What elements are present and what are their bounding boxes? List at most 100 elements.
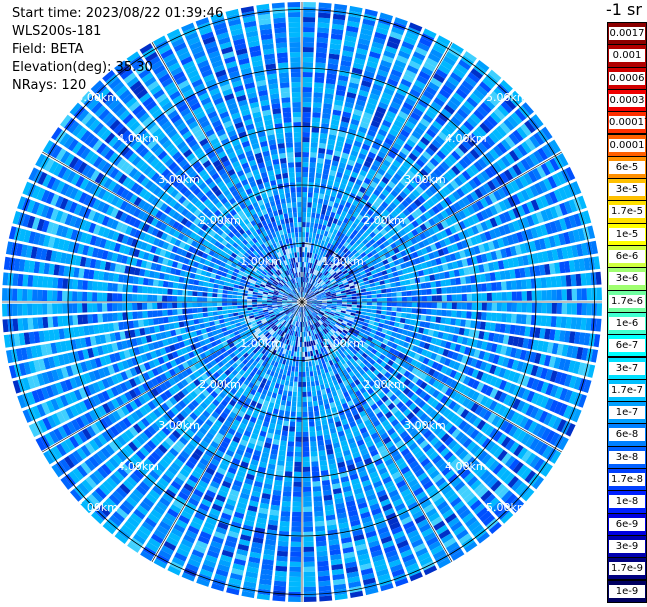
ray-cell <box>381 328 388 334</box>
ray-cell <box>270 418 277 425</box>
ray-cell <box>302 451 310 457</box>
ray-cell <box>400 448 411 457</box>
ray-cell <box>247 290 253 294</box>
ray-cell <box>432 454 442 465</box>
ray-cell <box>299 311 301 317</box>
ray-cell <box>476 466 488 478</box>
ray-cell <box>419 372 428 381</box>
ray-cell <box>327 376 333 383</box>
ray-cell <box>237 288 244 293</box>
ray-cell <box>409 428 419 438</box>
ray-cell <box>440 340 447 348</box>
ray-cell <box>321 419 328 426</box>
ray-cell <box>314 375 319 381</box>
ray-cell <box>311 466 320 472</box>
ray-cell <box>378 391 386 399</box>
ray-cell <box>496 302 502 312</box>
ray-cell <box>331 568 344 576</box>
ray-cell <box>417 454 428 464</box>
ray-cell <box>298 366 302 372</box>
ray-cell <box>344 454 353 462</box>
ray-cell <box>266 432 274 439</box>
ray-cell <box>280 234 285 241</box>
ray-cell <box>495 344 503 354</box>
ray-cell <box>229 525 241 534</box>
ray-cell <box>343 490 353 498</box>
ray-cell <box>471 302 477 311</box>
ray-cell <box>257 295 263 298</box>
ray-cell <box>403 421 412 430</box>
ray-cell <box>353 413 361 421</box>
ray-cell <box>384 423 393 432</box>
ray-cell <box>199 275 206 281</box>
ray-cell <box>346 571 360 579</box>
ray-cell <box>313 405 319 412</box>
ray-cell <box>432 473 443 484</box>
ray-cell <box>400 466 411 475</box>
ray-cell <box>501 313 507 323</box>
ray-cell <box>347 302 352 305</box>
ray-cell <box>396 307 402 312</box>
ray-cell <box>357 422 366 430</box>
ray-cell <box>167 288 173 295</box>
ray-cell <box>272 439 280 446</box>
ray-cell <box>316 314 322 319</box>
ray-cell <box>489 443 500 455</box>
ray-cell <box>268 458 277 465</box>
ray-cell <box>440 419 450 429</box>
ray-cell <box>252 454 260 462</box>
ray-cell <box>52 290 58 301</box>
ray-cell <box>371 507 382 516</box>
ray-cell <box>438 462 449 473</box>
ray-cell <box>358 470 368 478</box>
ray-cell <box>331 308 337 311</box>
ray-cell <box>341 306 347 309</box>
ray-cell <box>268 514 279 521</box>
ray-cell <box>376 462 386 471</box>
ray-cell <box>283 385 289 391</box>
ray-cell <box>541 427 551 441</box>
ray-cell <box>566 303 572 315</box>
ray-cell <box>365 355 372 362</box>
ray-cell <box>332 302 337 304</box>
ray-cell <box>430 337 438 345</box>
ray-cell <box>32 303 38 316</box>
ray-cell <box>383 379 391 387</box>
ray-cell <box>563 359 571 372</box>
ray-cell <box>386 485 397 494</box>
ray-cell <box>573 376 582 390</box>
ray-cell <box>475 393 485 404</box>
ray-cell <box>450 521 463 532</box>
ray-cell <box>451 310 457 318</box>
ray-cell <box>359 563 373 571</box>
ray-cell <box>377 573 391 582</box>
ray-cell <box>296 421 302 427</box>
ray-cell <box>346 505 357 512</box>
ray-cell <box>330 364 336 371</box>
ray-cell <box>275 367 281 374</box>
ray-cell <box>107 282 113 292</box>
ray-cell <box>318 399 324 406</box>
ray-cell <box>395 439 405 449</box>
ray-cell <box>458 449 469 461</box>
ray-cell <box>293 320 296 326</box>
ray-cell <box>496 466 508 479</box>
ray-cell <box>310 441 317 447</box>
ray-cell <box>444 422 454 432</box>
ray-cell <box>370 549 383 558</box>
ray-cell <box>309 325 313 331</box>
ray-cell <box>419 412 428 422</box>
ray-cell <box>531 392 540 405</box>
ray-cell <box>370 403 378 411</box>
ray-cell <box>107 303 113 312</box>
ray-cell <box>402 553 415 563</box>
ray-cell <box>355 326 362 332</box>
ray-cell <box>345 459 354 466</box>
ray-cell <box>250 546 262 554</box>
ray-cell <box>133 320 139 328</box>
ray-cell <box>512 372 521 384</box>
ray-cell <box>322 323 327 328</box>
ray-cell <box>227 294 233 299</box>
ray-cell <box>97 281 103 291</box>
ray-cell <box>408 442 418 451</box>
